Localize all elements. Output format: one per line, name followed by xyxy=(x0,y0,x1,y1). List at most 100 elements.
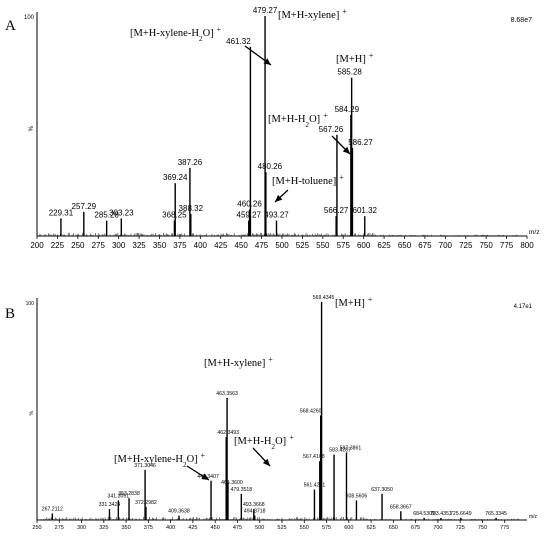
panel-b-x-tick-label: 500 xyxy=(255,525,264,531)
panel-a-x-tick-label: 300 xyxy=(112,241,126,250)
panel-a-x-tick-label: 275 xyxy=(92,241,106,250)
panel-b-x-tick-label: 425 xyxy=(188,525,197,531)
panel-a-peak-label: 584.29 xyxy=(335,105,360,114)
panel-b-intensity-max: 4.17e1 xyxy=(514,304,533,310)
panel-b-x-tick-label: 675 xyxy=(411,525,420,531)
panel-b-peak-label: 561.4251 xyxy=(304,482,326,488)
panel-b-annotation-xylene-water: [M+H-xylene-H2O] + xyxy=(114,451,206,469)
panel-b-peak-label: 637.3050 xyxy=(371,487,393,493)
panel-b-x-tick-label: 750 xyxy=(478,525,487,531)
panel-a-peak-label: 285.28 xyxy=(94,211,119,220)
panel-b-peak-label: 372.2982 xyxy=(135,500,157,506)
panel-a-x-tick-label: 425 xyxy=(214,241,228,250)
panel-b-x-tick-label: 550 xyxy=(300,525,309,531)
panel-a-x-tick-label: 225 xyxy=(51,241,65,250)
panel-b-peak-label: 658.3667 xyxy=(390,504,412,510)
panel-a-x-tick-label: 325 xyxy=(132,241,146,250)
panel-a-x-tick-label: 575 xyxy=(337,241,351,250)
panel-b-peak-label: 493.3668 xyxy=(243,502,265,508)
panel-a-peak-label: 303.23 xyxy=(109,208,134,217)
panel-a-x-tick-label: 800 xyxy=(520,241,534,250)
panel-b-y-percent-label: % xyxy=(29,410,35,415)
panel-b-x-tick-label: 650 xyxy=(389,525,398,531)
panel-b-peak-label: 445.3407 xyxy=(197,474,219,480)
panel-b-peak-label: 462.3493 xyxy=(217,430,239,436)
panel-a-x-tick-label: 450 xyxy=(234,241,248,250)
panel-a-x-tick-label: 200 xyxy=(30,241,44,250)
panel-b-peak-label: 684.5309 xyxy=(413,511,435,517)
panel-b-peak-label: 353.2838 xyxy=(118,491,140,497)
panel-a-y-max-tick: 100 xyxy=(24,15,35,21)
panel-b-arrow-xylene-water-head xyxy=(201,473,209,480)
panel-b-peak-label: 597.3861 xyxy=(340,445,362,451)
panel-b-peak-label: 703.4351 xyxy=(430,511,452,517)
panel-b-annotation-water: [M+H-H2O] + xyxy=(234,433,294,451)
panel-a-y-percent-label: % xyxy=(29,125,35,131)
panel-b-peak-label: 331.3424 xyxy=(99,502,121,508)
panel-a-peak-label: 601.32 xyxy=(353,206,378,215)
panel-a-peak-label: 480.26 xyxy=(258,162,283,171)
panel-b-x-tick-label: 300 xyxy=(77,525,86,531)
panel-a-arrow-toluene-head xyxy=(275,194,283,202)
panel-b-peak-label: 464.3600 xyxy=(221,480,243,486)
panel-b-peak-label: 494.3718 xyxy=(244,509,266,515)
panel-b-x-tick-label: 600 xyxy=(344,525,353,531)
panel-a-arrow-xylene-water-head xyxy=(263,58,271,65)
panel-a-x-tick-label: 525 xyxy=(296,241,310,250)
panel-a-peak-label: 493.27 xyxy=(264,211,289,220)
panel-b-peak-label: 608.5606 xyxy=(346,493,368,499)
panel-a-peak-label: 388.32 xyxy=(179,204,204,213)
panel-a-x-tick-label: 400 xyxy=(194,241,208,250)
panel-b-x-tick-label: 375 xyxy=(144,525,153,531)
panel-a-x-tick-label: 250 xyxy=(71,241,85,250)
panel-b-peak-label: 479.3518 xyxy=(231,487,253,493)
panel-a-peak-label: 585.28 xyxy=(337,68,362,77)
panel-a-x-tick-label: 750 xyxy=(479,241,493,250)
panel-b-x-tick-label: 725 xyxy=(456,525,465,531)
panel-a-peak-label: 229.31 xyxy=(49,208,74,217)
panel-a-annotation-xylene-water: [M+H-xylene-H2O] + xyxy=(130,25,222,43)
panel-b-x-tick-label: 250 xyxy=(32,525,41,531)
panel-a-x-tick-label: 675 xyxy=(418,241,432,250)
panel-a-arrow-water-head xyxy=(342,146,350,154)
panel-a-x-tick-label: 650 xyxy=(398,241,412,250)
panel-a-x-tick-label: 600 xyxy=(357,241,371,250)
panel-b-label: B xyxy=(5,306,15,322)
panel-b-x-tick-label: 575 xyxy=(322,525,331,531)
panel-a-x-tick-label: 500 xyxy=(275,241,289,250)
panel-a-x-tick-label: 700 xyxy=(439,241,453,250)
panel-b-x-tick-label: 350 xyxy=(121,525,130,531)
panel-a-x-tick-label: 550 xyxy=(316,241,330,250)
panel-b-x-tick-label: 400 xyxy=(166,525,175,531)
panel-a-annotation-xylene: [M+H-xylene] + xyxy=(278,7,347,22)
panel-b-peak-label: 267.2112 xyxy=(42,506,63,512)
panel-a-label: A xyxy=(5,18,16,34)
panel-b-y-max-tick: 100 xyxy=(26,301,35,307)
panel-a-x-tick-label: 375 xyxy=(173,241,187,250)
panel-b-x-tick-label: 625 xyxy=(366,525,375,531)
panel-b-x-tick-label: 275 xyxy=(55,525,64,531)
panel-a-peak-label: 567.26 xyxy=(319,125,344,134)
panel-a-peak-label: 387.26 xyxy=(178,158,203,167)
panel-a-peak-label: 257.29 xyxy=(72,202,97,211)
panel-b-peak-label: 341.3051 xyxy=(108,493,130,499)
panel-b-x-tick-label: 525 xyxy=(277,525,286,531)
panel-a-x-tick-label: 725 xyxy=(459,241,473,250)
panel-b-x-unit-label: m/z xyxy=(529,514,538,520)
panel-a-x-tick-label: 625 xyxy=(377,241,391,250)
panel-b-peak-label: 371.3046 xyxy=(134,463,156,469)
panel-b-peak-label: 409.3638 xyxy=(168,509,190,515)
panel-b-arrow-water-head xyxy=(262,458,270,466)
panel-b-peak-label: 583.4287 xyxy=(329,448,351,454)
panel-a-x-tick-label: 775 xyxy=(500,241,514,250)
panel-b-peak-label: 765.3345 xyxy=(485,511,507,517)
panel-a-peak-label: 461.32 xyxy=(226,37,251,46)
panel-a-annotation-toluene: [M+H-toluene] + xyxy=(272,173,344,188)
panel-a-x-tick-label: 350 xyxy=(153,241,167,250)
panel-a-annotation-mh: [M+H] + xyxy=(336,51,374,66)
panel-a-intensity-max: 8.68e7 xyxy=(511,17,533,24)
panel-a-x-tick-label: 475 xyxy=(255,241,269,250)
panel-b-x-tick-label: 325 xyxy=(99,525,108,531)
panel-a-peak-label: 369.24 xyxy=(163,173,188,182)
